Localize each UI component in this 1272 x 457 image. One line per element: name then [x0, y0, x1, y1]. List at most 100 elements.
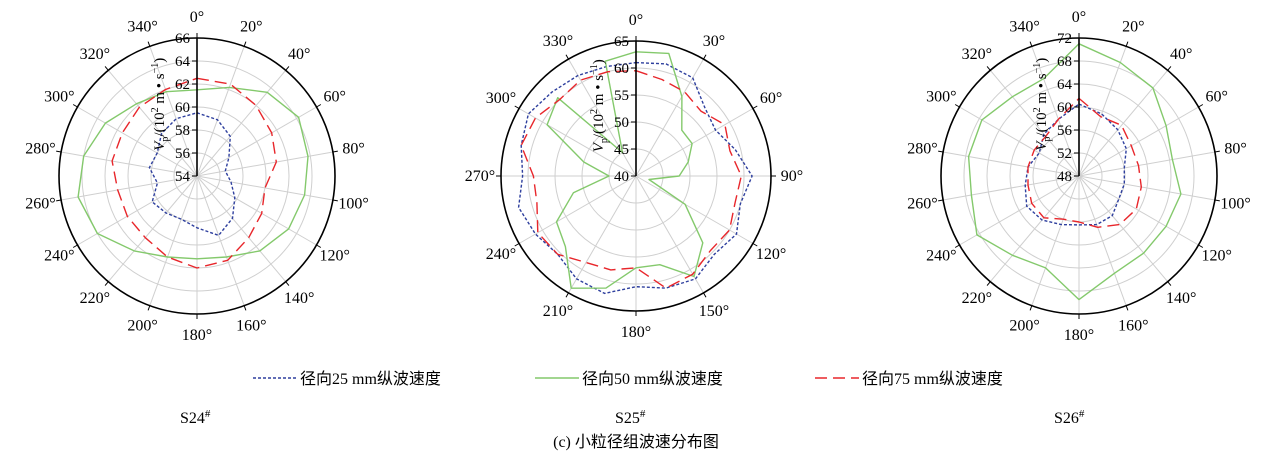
- angle-label: 60°: [323, 89, 345, 106]
- angle-tick-mark: [954, 104, 960, 108]
- angle-tick-mark: [147, 305, 151, 311]
- angle-label: 180°: [182, 327, 212, 344]
- angle-tick-mark: [986, 281, 991, 286]
- radial-axis-label: Vp/(102 m • s−1): [1032, 58, 1053, 151]
- angle-tick-mark: [1125, 305, 1129, 311]
- angle-tick-mark: [514, 243, 520, 247]
- angle-label: 220°: [80, 290, 110, 307]
- radial-tick-label: 72: [1057, 31, 1072, 47]
- angle-tick-mark: [565, 292, 569, 298]
- angle-label: 0°: [190, 9, 204, 26]
- angle-tick-mark: [938, 150, 944, 153]
- angle-label: 160°: [1118, 317, 1148, 334]
- radial-tick-label: 56: [1057, 123, 1073, 139]
- angle-tick-mark: [565, 54, 569, 60]
- figure-caption: (c) 小粒径组波速分布图: [553, 433, 719, 451]
- angle-label: 30°: [703, 33, 725, 50]
- legend-label-75mm: 径向75 mm纵波速度: [862, 370, 1003, 388]
- angle-label: 100°: [1220, 196, 1250, 213]
- angle-tick-mark: [56, 199, 62, 202]
- angle-tick-mark: [986, 66, 991, 71]
- angle-label: 300°: [486, 90, 516, 107]
- grid-spoke: [1078, 175, 1215, 201]
- angle-label: 80°: [342, 140, 364, 157]
- angle-tick-mark: [752, 243, 758, 247]
- angle-label: 100°: [338, 196, 368, 213]
- angle-label: 240°: [486, 246, 516, 263]
- angle-label: 300°: [926, 89, 956, 106]
- panel-label-s26-text: S26: [1054, 410, 1079, 427]
- grid-spoke: [196, 106, 317, 177]
- radial-axis-label: Vp/(102 m • s−1): [150, 58, 171, 151]
- angle-label: 240°: [926, 248, 956, 265]
- series-line-75mm: [520, 70, 742, 289]
- angle-label: 160°: [236, 317, 266, 334]
- angle-tick-mark: [1125, 41, 1129, 47]
- angle-label: 120°: [756, 246, 786, 263]
- angle-tick-mark: [72, 244, 78, 248]
- radial-tick-label: 56: [175, 146, 191, 162]
- angle-label: 0°: [629, 12, 643, 29]
- panel-label-s24-sup: #: [205, 408, 211, 420]
- angle-label: 120°: [1201, 248, 1231, 265]
- series-line-50mm: [77, 86, 309, 260]
- grid-spoke: [196, 175, 287, 283]
- series-line-25mm: [1024, 103, 1128, 226]
- polar-chart-s24: 54 56 58 60 62 64 66 0° 20° 40° 60° 80° 100° 120° 140°…: [25, 9, 369, 344]
- angle-label: 80°: [1224, 140, 1246, 157]
- grid-spoke: [1078, 175, 1199, 246]
- angle-label: 20°: [1122, 19, 1144, 36]
- angle-label: 180°: [1064, 327, 1094, 344]
- angle-label: 200°: [127, 317, 157, 334]
- polar-chart-s25: 40 45 50 55 60 650° 30° 60° 90° 120° 150° 180° 210° 2…: [465, 12, 803, 341]
- angle-tick-mark: [703, 54, 707, 60]
- legend-label-50mm: 径向50 mm纵波速度: [582, 370, 723, 388]
- radial-tick-label: 66: [175, 31, 191, 47]
- grid-spoke: [989, 175, 1080, 283]
- panel-labels: S24# S25# S26#: [180, 408, 1085, 427]
- grid-spoke: [635, 58, 704, 177]
- angle-tick-mark: [954, 244, 960, 248]
- angle-label: 60°: [760, 90, 782, 107]
- angle-label: 40°: [288, 46, 310, 63]
- angle-tick-mark: [514, 105, 520, 109]
- angle-label: 0°: [1072, 9, 1086, 26]
- grid-spoke: [635, 175, 754, 244]
- angle-tick-mark: [316, 244, 322, 248]
- radial-tick-label: 60: [614, 61, 629, 77]
- grid-spoke: [989, 69, 1080, 177]
- angle-label: 270°: [465, 168, 495, 185]
- angle-tick-mark: [72, 104, 78, 108]
- angle-label: 260°: [907, 196, 937, 213]
- angle-label: 340°: [1009, 19, 1039, 36]
- angle-tick-mark: [752, 105, 758, 109]
- angle-tick-mark: [1198, 244, 1204, 248]
- panel-label-s26: S26#: [1054, 408, 1085, 427]
- legend-label-25mm: 径向25 mm纵波速度: [300, 370, 441, 388]
- angle-label: 340°: [127, 19, 157, 36]
- radial-tick-label: 58: [175, 123, 190, 139]
- angle-label: 280°: [25, 140, 55, 157]
- angle-label: 210°: [543, 303, 573, 320]
- angle-tick-mark: [243, 305, 247, 311]
- series-line-75mm: [111, 77, 277, 269]
- grid-spoke: [107, 175, 198, 283]
- radial-tick-label: 50: [614, 115, 629, 131]
- angle-tick-mark: [56, 150, 62, 153]
- series-line-50mm: [967, 43, 1182, 301]
- radial-tick-label: 54: [175, 169, 191, 185]
- angle-label: 240°: [44, 248, 74, 265]
- angle-tick-mark: [316, 104, 322, 108]
- angle-label: 320°: [80, 46, 110, 63]
- radial-tick-label: 60: [175, 100, 190, 116]
- grid-spoke: [1078, 175, 1169, 283]
- angle-tick-mark: [1214, 150, 1220, 153]
- angle-label: 140°: [284, 290, 314, 307]
- grid-spoke: [149, 175, 198, 306]
- grid-spoke: [77, 106, 198, 177]
- angle-tick-mark: [703, 292, 707, 298]
- grid-spoke: [635, 108, 754, 177]
- grid-spoke: [196, 175, 245, 306]
- angle-label: 280°: [907, 140, 937, 157]
- grid-spoke: [1078, 46, 1127, 177]
